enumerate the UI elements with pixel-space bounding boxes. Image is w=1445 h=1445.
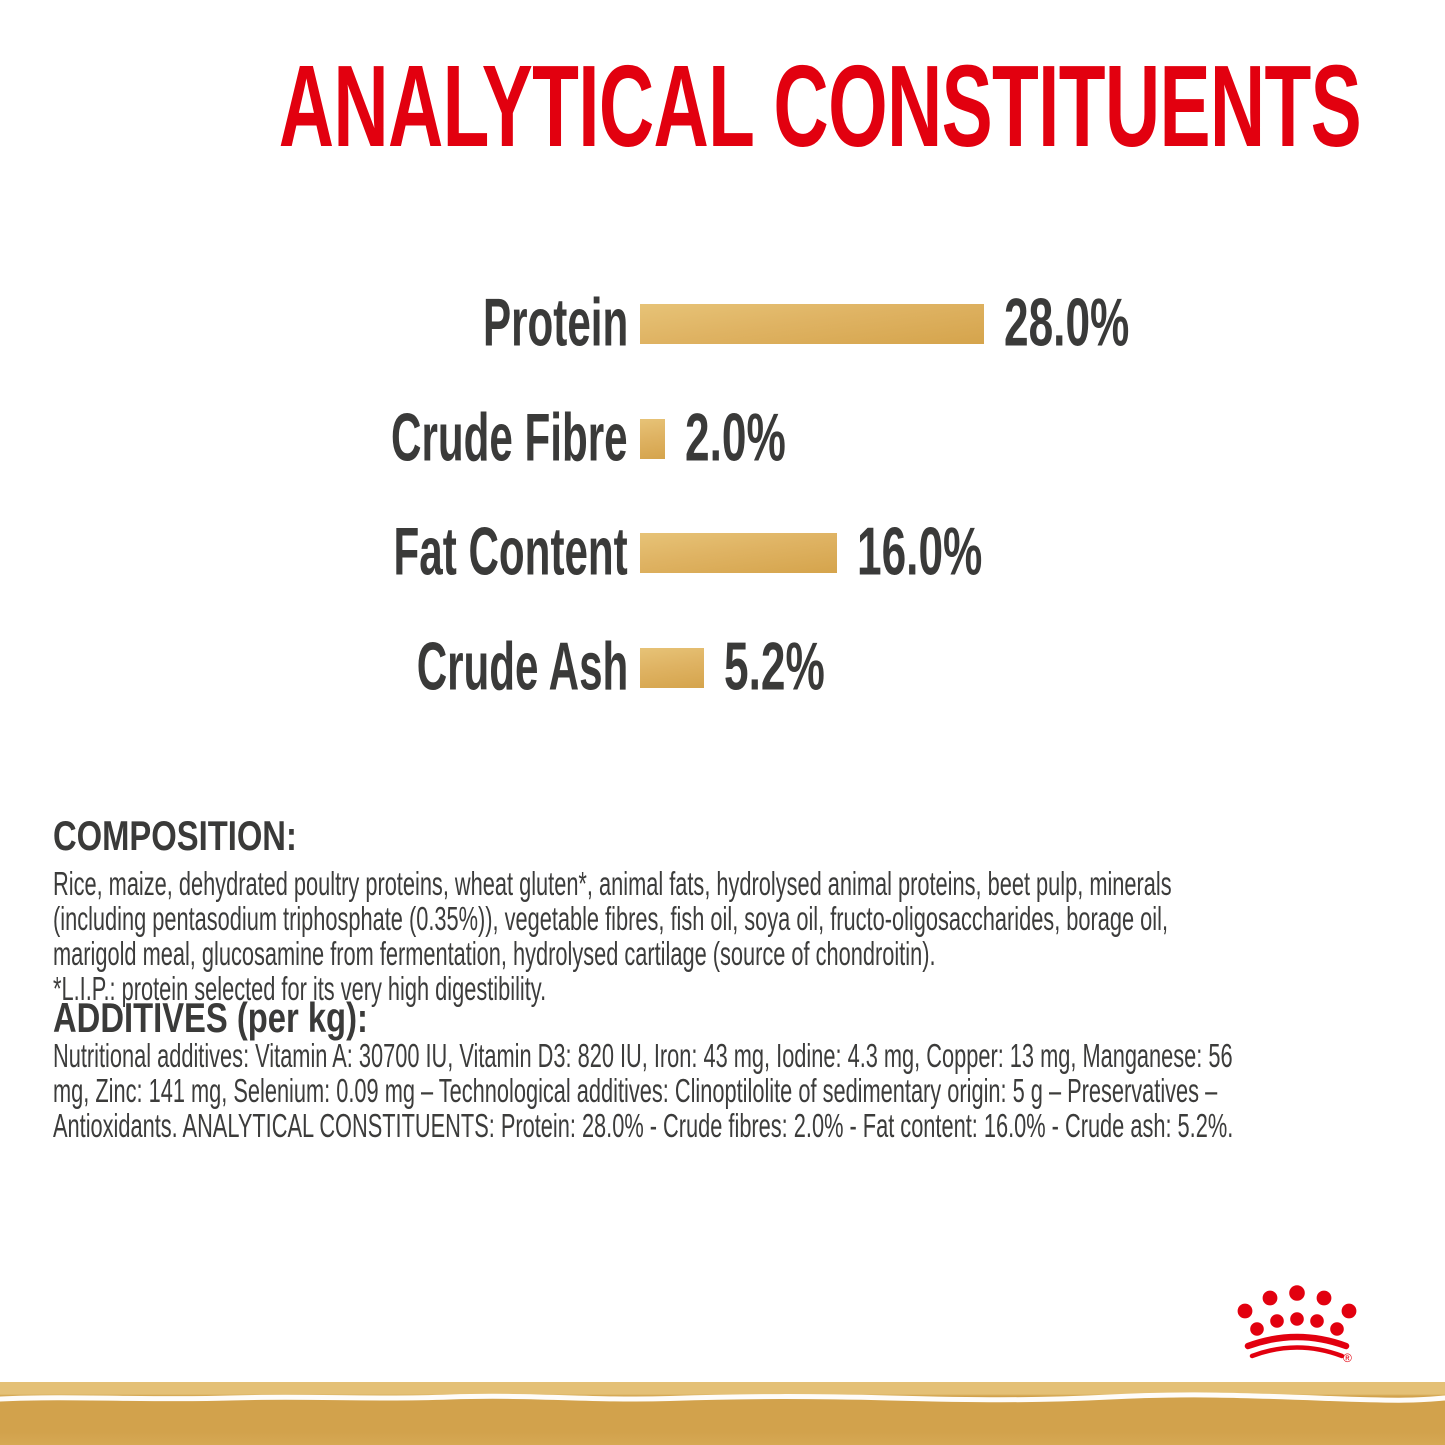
constituent-bar [640, 533, 837, 573]
constituent-label: Crude Ash [416, 627, 628, 704]
lip-footnote-line: *L.I.P.: protein selected for its very h… [53, 970, 547, 1007]
page-title-text: ANALYTICAL CONSTITUENTS [278, 41, 1362, 171]
chart-row: Protein 28.0% [0, 284, 1445, 360]
page-title: ANALYTICAL CONSTITUENTS [0, 48, 1445, 164]
additives-paragraph: Nutritional additives: Vitamin A: 30700 … [53, 1038, 1445, 1143]
constituent-value: 5.2% [724, 627, 825, 704]
constituents-chart: Protein 28.0% Crude Fibre 2.0% Fat Content 16… [0, 284, 1445, 704]
constituent-value: 2.0% [685, 398, 786, 475]
composition-line: marigold meal, glucosamine from fermenta… [53, 935, 936, 972]
additives-line: mg, Zinc: 141 mg, Selenium: 0.09 mg – Te… [53, 1072, 1218, 1109]
constituent-value: 28.0% [1004, 284, 1130, 361]
brushstroke-highlight [0, 1392, 1445, 1403]
crown-base-arcs [1244, 1333, 1350, 1359]
constituent-value: 16.0% [857, 513, 983, 590]
royal-canin-crown-icon: ® [1237, 1285, 1357, 1365]
constituent-bar [640, 304, 984, 344]
gold-footer-band [0, 1382, 1445, 1445]
additives-line: Nutritional additives: Vitamin A: 30700 … [53, 1037, 1233, 1074]
constituent-bar [640, 418, 665, 459]
additives-line: Antioxidants. ANALYTICAL CONSTITUENTS: P… [53, 1107, 1234, 1144]
chart-row: Crude Ash 5.2% [0, 628, 1445, 704]
constituent-label: Protein [482, 284, 628, 361]
composition-line: (including pentasodium triphosphate (0.3… [53, 900, 1169, 937]
registered-trademark-symbol: ® [1343, 1351, 1352, 1365]
composition-line: Rice, maize, dehydrated poultry proteins… [53, 865, 1172, 902]
constituent-bar [640, 647, 704, 688]
constituent-label: Crude Fibre [391, 398, 628, 475]
additives-heading: ADDITIVES (per kg): [53, 994, 368, 1041]
chart-row: Crude Fibre 2.0% [0, 399, 1445, 475]
composition-heading: COMPOSITION: [53, 812, 297, 859]
constituent-label: Fat Content [393, 513, 628, 590]
crown-dots [1237, 1285, 1357, 1336]
composition-paragraph: Rice, maize, dehydrated poultry proteins… [53, 866, 1445, 1006]
chart-row: Fat Content 16.0% [0, 513, 1445, 589]
